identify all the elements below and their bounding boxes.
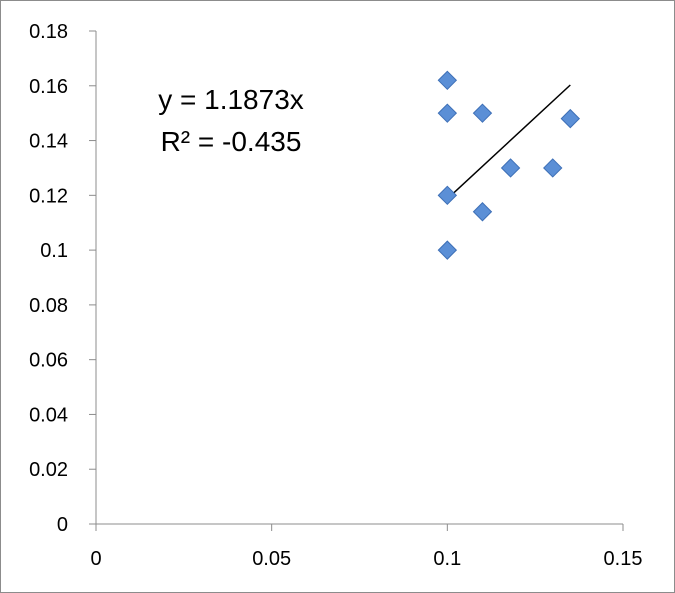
x-tick-label: 0.15 [604, 548, 643, 570]
y-tick-label: 0.08 [29, 295, 68, 317]
trendline-group [446, 84, 571, 200]
y-tick-label: 0 [57, 514, 68, 536]
trendline-equation: y = 1.1873x [158, 84, 304, 115]
r-squared-label: R² = -0.435 [161, 126, 302, 157]
y-axis: 0 0.02 0.04 0.06 0.08 0.1 0.12 0.14 0.16 0.18 [29, 21, 97, 536]
y-tick-label: 0.18 [29, 21, 68, 43]
y-tick-label: 0.12 [29, 185, 68, 207]
y-tick-label: 0.16 [29, 76, 68, 98]
y-tick-label: 0.06 [29, 350, 68, 372]
y-tick-label: 0.04 [29, 404, 68, 426]
data-point [472, 103, 493, 123]
y-tick-label: 0.1 [40, 240, 68, 262]
data-point [437, 70, 458, 91]
y-tick-label: 0.14 [29, 131, 68, 153]
x-tick-label: 0.1 [433, 548, 461, 570]
y-tick-label: 0.02 [29, 459, 68, 481]
data-point [437, 185, 458, 206]
data-point [543, 158, 563, 178]
data-point [560, 108, 581, 129]
x-tick-label: 0.05 [252, 548, 291, 570]
x-axis: 0 0.05 0.1 0.15 [90, 523, 643, 570]
trendline [446, 84, 571, 200]
data-point [500, 158, 521, 178]
data-point [437, 240, 458, 260]
data-point [472, 202, 493, 222]
data-points [437, 70, 581, 260]
data-point [437, 103, 458, 123]
x-tick-label: 0 [90, 548, 101, 570]
